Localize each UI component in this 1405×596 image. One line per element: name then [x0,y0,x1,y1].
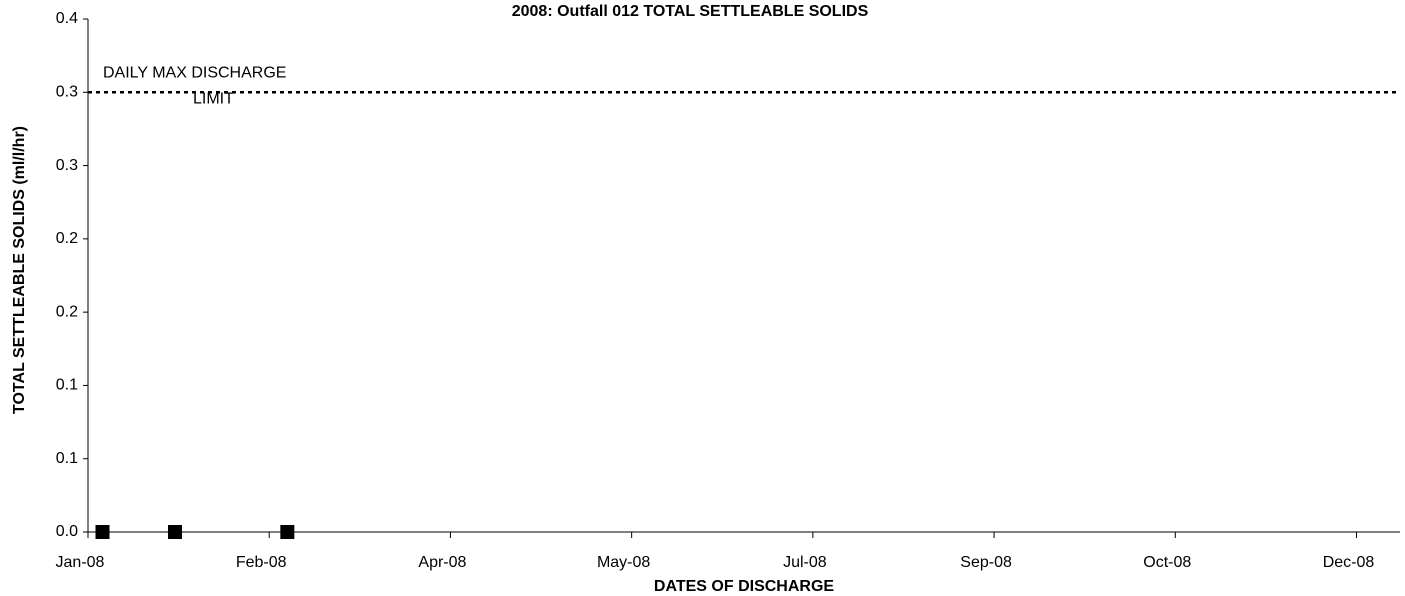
y-tick-label: 0.0 [56,523,78,540]
x-tick-label: May-08 [597,554,650,571]
y-tick-label: 0.2 [56,230,78,247]
point [280,525,295,539]
x-tick-label: Dec-08 [1323,554,1375,571]
y-tick-label: 0.3 [56,84,78,101]
point [167,525,182,539]
x-axis-label: DATES OF DISCHARGE [654,578,834,595]
limit-label: LIMIT [193,91,234,108]
y-tick-label: 0.1 [56,377,78,394]
x-tick-label: Feb-08 [236,554,287,571]
x-tick-label: Apr-08 [418,554,466,571]
y-axis-label: TOTAL SETTLEABLE SOLIDS (ml/l/hr) [11,126,28,414]
limit-label: DAILY MAX DISCHARGE [103,65,286,82]
x-tick-label: Sep-08 [960,554,1012,571]
y-tick-label: 0.1 [56,450,78,467]
x-tick-label: Oct-08 [1143,554,1191,571]
x-tick-label: Jul-08 [783,554,827,571]
point [95,525,110,539]
chart-title: 2008: Outfall 012 TOTAL SETTLEABLE SOLID… [512,3,869,20]
y-tick-label: 0.2 [56,303,78,320]
x-tick-label: Jan-08 [56,554,105,571]
y-tick-label: 0.3 [56,157,78,174]
y-tick-label: 0.4 [56,10,78,27]
